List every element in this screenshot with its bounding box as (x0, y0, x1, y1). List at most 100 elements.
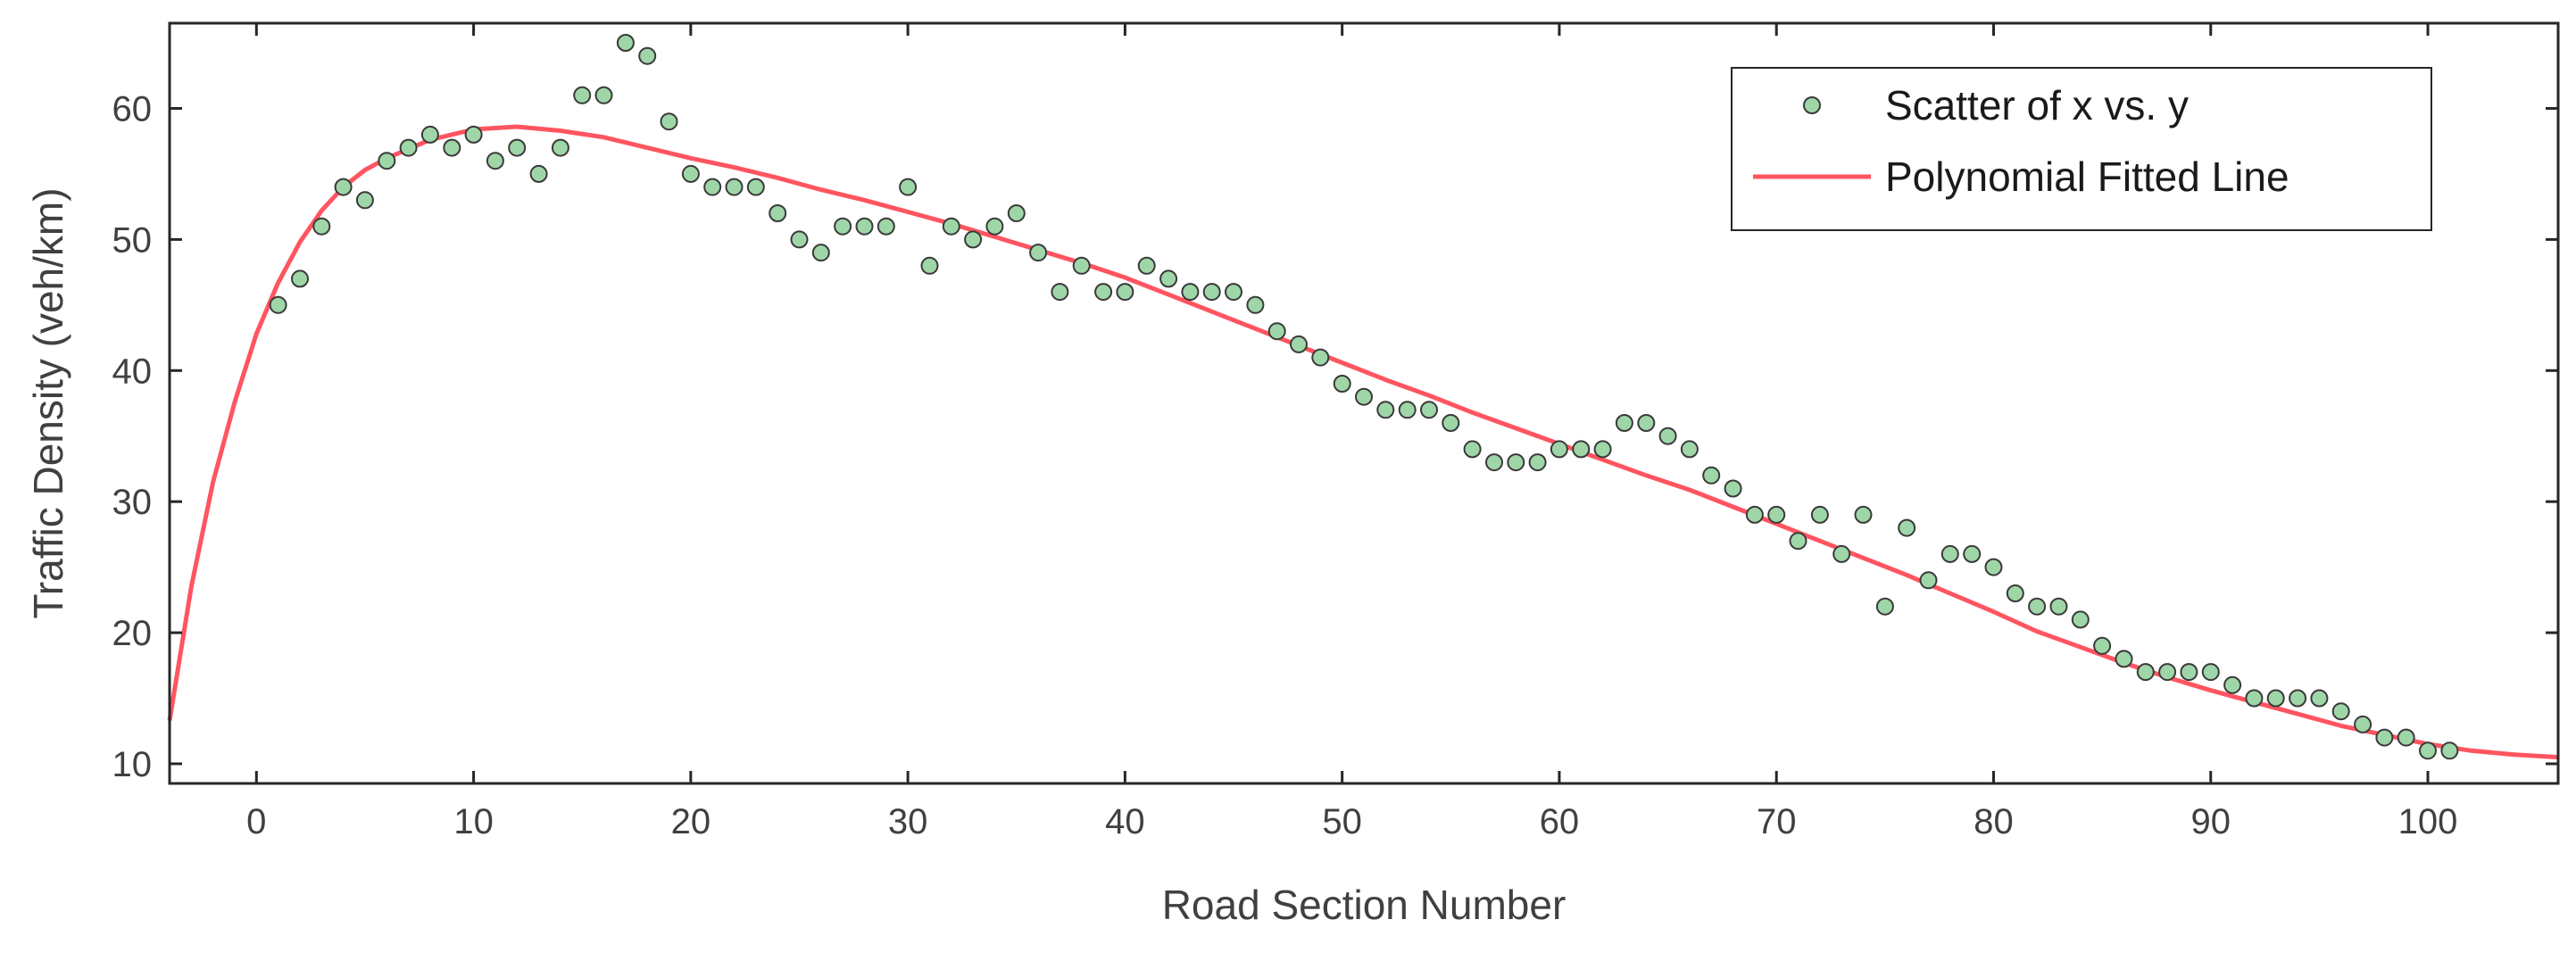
scatter-point (1420, 401, 1438, 419)
scatter-point (877, 217, 895, 236)
scatter-point (942, 217, 960, 236)
scatter-point (378, 152, 396, 170)
scatter-point (2136, 663, 2155, 682)
scatter-point (551, 138, 569, 157)
scatter-point (2310, 689, 2329, 708)
scatter-point (2093, 636, 2112, 655)
scatter-point (811, 244, 830, 262)
x-tick-label: 40 (1105, 802, 1145, 841)
x-tick-label: 0 (246, 802, 266, 841)
scatter-points-layer (269, 34, 2459, 760)
scatter-point (2331, 702, 2350, 721)
scatter-point (529, 164, 548, 183)
scatter-point (1680, 440, 1699, 459)
scatter-point (2289, 689, 2307, 708)
scatter-point (2180, 663, 2198, 682)
scatter-point (1202, 283, 1221, 302)
scatter-point (855, 217, 874, 236)
scatter-point (1658, 427, 1677, 445)
y-tick-label: 60 (112, 89, 153, 128)
scatter-point (1919, 571, 1938, 590)
scatter-point (2006, 584, 2024, 602)
scatter-point (1246, 295, 1265, 314)
scatter-point (464, 125, 483, 144)
scatter-point (2115, 650, 2133, 668)
scatter-point (269, 295, 287, 314)
scatter-point (1898, 518, 1916, 537)
scatter-point (1593, 440, 1612, 459)
scatter-point (2419, 741, 2437, 760)
scatter-point (1745, 505, 1764, 524)
scatter-point (399, 138, 418, 157)
scatter-point (746, 178, 765, 196)
scatter-point (1094, 283, 1113, 302)
scatter-point (1463, 440, 1482, 459)
scatter-point (508, 138, 527, 157)
scatter-point (1333, 375, 1351, 393)
scatter-point (1116, 283, 1134, 302)
scatter-point (616, 34, 635, 52)
scatter-point (1290, 335, 1308, 353)
scatter-point (420, 125, 439, 144)
scatter-point (1767, 505, 1786, 524)
legend-box (1731, 67, 2432, 231)
scatter-point (2354, 715, 2372, 733)
scatter-point (834, 217, 852, 236)
x-tick-label: 50 (1322, 802, 1362, 841)
axis-ticks-layer (170, 23, 2558, 783)
scatter-point (1854, 505, 1873, 524)
scatter-point (1940, 544, 1959, 563)
scatter-point (1485, 453, 1503, 472)
tick-labels-layer: 0 10 20 30 40 50 60 70 80 90 100 10 20 30 40 50 60 (112, 89, 2458, 841)
scatter-point (443, 138, 461, 157)
scatter-point (291, 269, 309, 288)
scatter-point (920, 256, 939, 275)
scatter-point (334, 178, 353, 196)
scatter-point (2049, 597, 2068, 616)
scatter-point (1007, 204, 1026, 222)
scatter-point (1267, 322, 1286, 341)
scatter-point (1984, 558, 2003, 576)
plot-frame (168, 21, 2560, 785)
scatter-point (660, 112, 678, 131)
scatter-point (1832, 544, 1851, 563)
scatter-point (1181, 283, 1200, 302)
scatter-point (312, 217, 331, 236)
scatter-point (1376, 401, 1395, 419)
y-tick-label: 40 (112, 352, 153, 391)
scatter-point (1225, 283, 1242, 302)
scatter-point (1507, 453, 1525, 472)
scatter-point (1875, 597, 1894, 616)
scatter-point (964, 230, 983, 249)
scatter-point (2440, 741, 2459, 760)
scatter-point (2071, 610, 2090, 629)
scatter-point (2158, 663, 2177, 682)
scatter-point (573, 86, 592, 104)
scatter-point (2201, 663, 2220, 682)
scatter-point (594, 86, 613, 104)
legend-line-label: Polynomial Fitted Line (1885, 153, 2289, 200)
scatter-point (1789, 532, 1807, 551)
y-tick-label: 20 (112, 614, 153, 653)
scatter-point (1810, 505, 1829, 524)
scatter-point (355, 191, 374, 210)
scatter-point (769, 204, 787, 222)
scatter-point (2375, 728, 2394, 747)
scatter-point (2245, 689, 2264, 708)
scatter-point (703, 178, 722, 196)
scatter-point (790, 230, 809, 249)
x-tick-label: 30 (888, 802, 928, 841)
scatter-point (1442, 414, 1460, 432)
scatter-point (486, 152, 504, 170)
scatter-point (1528, 453, 1547, 472)
scatter-point (1572, 440, 1591, 459)
scatter-point (2266, 689, 2285, 708)
scatter-point (1398, 401, 1417, 419)
scatter-point (638, 46, 657, 65)
scatter-point (2397, 728, 2415, 747)
x-tick-label: 70 (1757, 802, 1797, 841)
x-tick-label: 90 (2191, 802, 2231, 841)
scatter-point (1051, 283, 1069, 302)
